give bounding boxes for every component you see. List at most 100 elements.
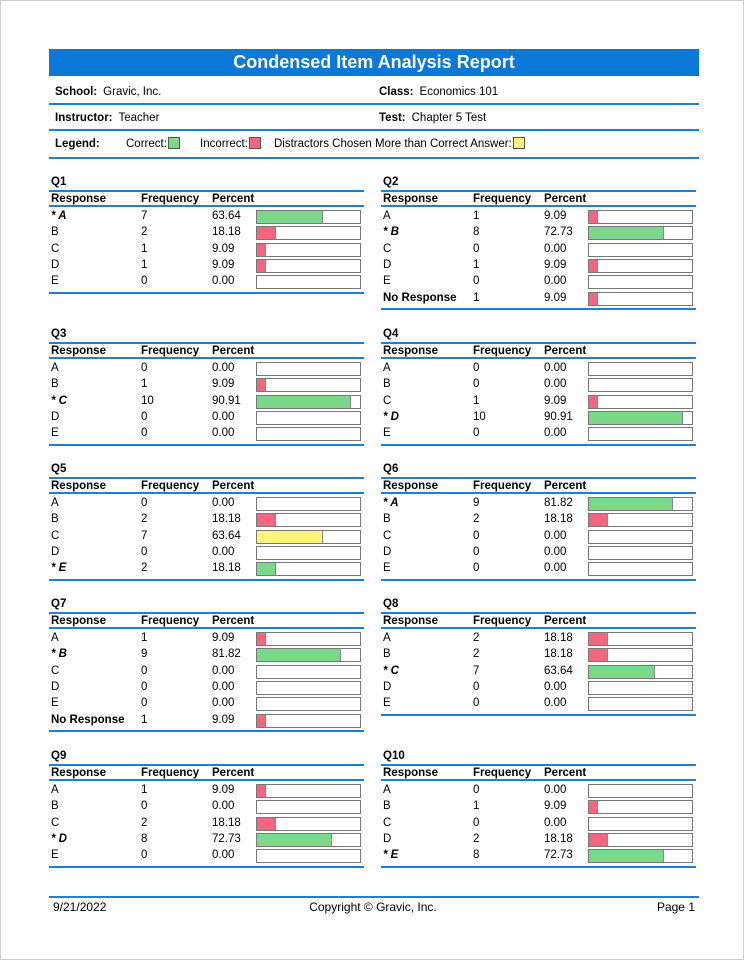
response-cell: C: [383, 529, 392, 542]
column-header-percent: Percent: [212, 480, 255, 492]
response-cell: A: [383, 784, 391, 796]
percent-bar: [256, 697, 361, 712]
percent-bar: [588, 632, 693, 646]
question-title: Q4: [383, 328, 399, 340]
table-row: D 1 9.09: [49, 258, 364, 274]
percent-cell: 0.00: [212, 275, 235, 288]
question-table-header: Response Frequency Percent: [381, 477, 696, 494]
percent-cell: 9.09: [212, 632, 235, 644]
percent-bar: [588, 378, 693, 393]
response-cell: B: [51, 800, 59, 813]
response-cell: * E: [51, 562, 67, 575]
question-title: Q6: [383, 463, 399, 475]
percent-cell: 72.73: [544, 226, 573, 239]
percent-cell: 0.00: [212, 497, 235, 509]
percent-bar-fill: [257, 714, 266, 727]
column-header-percent: Percent: [544, 345, 587, 357]
percent-bar: [256, 562, 361, 577]
header-row-instructor-test: Instructor: Teacher Test: Chapter 5 Test: [49, 105, 699, 131]
table-row: C 1 9.09: [49, 242, 364, 258]
percent-cell: 0.00: [212, 410, 235, 423]
percent-bar: [256, 378, 361, 393]
percent-cell: 81.82: [212, 648, 241, 661]
percent-bar: [588, 242, 693, 257]
table-row: * D 10 90.91: [381, 410, 696, 426]
question-bottom-rule: [49, 729, 364, 732]
column-header-frequency: Frequency: [141, 615, 200, 627]
percent-bar: [256, 545, 361, 560]
percent-bar: [256, 497, 361, 511]
question-bottom-rule: [49, 578, 364, 581]
frequency-cell: 2: [141, 562, 148, 575]
column-header-frequency: Frequency: [473, 767, 532, 779]
percent-cell: 9.09: [544, 800, 567, 813]
frequency-cell: 0: [473, 275, 480, 288]
percent-bar: [588, 562, 693, 577]
response-cell: A: [383, 632, 391, 644]
column-header-frequency: Frequency: [141, 345, 200, 357]
percent-bar-fill: [257, 395, 351, 408]
test-value: Chapter 5 Test: [411, 112, 487, 124]
frequency-cell: 1: [473, 800, 480, 813]
table-row: * D 8 72.73: [49, 832, 364, 848]
table-row: B 2 18.18: [49, 225, 364, 241]
percent-bar: [588, 784, 693, 798]
response-cell: C: [51, 664, 60, 677]
table-row: A 0 0.00: [381, 783, 696, 799]
frequency-cell: 0: [473, 378, 480, 391]
percent-bar: [256, 648, 361, 663]
question-table-header: Response Frequency Percent: [49, 612, 364, 629]
percent-cell: 81.82: [544, 497, 573, 509]
table-row: A 1 9.09: [49, 631, 364, 647]
percent-bar-fill: [257, 817, 276, 830]
frequency-cell: 2: [473, 632, 480, 644]
percent-bar: [256, 816, 361, 831]
question-bottom-rule: [381, 713, 696, 716]
frequency-cell: 1: [473, 394, 480, 407]
column-header-response: Response: [383, 345, 438, 357]
percent-cell: 0.00: [544, 529, 567, 542]
response-cell: C: [383, 816, 392, 829]
percent-cell: 9.09: [544, 291, 567, 304]
frequency-cell: 0: [141, 664, 148, 677]
percent-cell: 0.00: [212, 664, 235, 677]
percent-bar: [256, 210, 361, 224]
response-cell: * A: [51, 210, 67, 222]
response-cell: C: [383, 242, 392, 255]
percent-bar: [256, 713, 361, 728]
response-cell: C: [51, 529, 60, 542]
table-row: E 0 0.00: [381, 426, 696, 442]
percent-cell: 0.00: [212, 427, 235, 440]
legend-row: Legend: Correct: Incorrect: Distractors …: [49, 132, 699, 159]
response-cell: B: [383, 378, 391, 391]
test-label: Test:: [379, 112, 406, 124]
response-cell: No Response: [383, 291, 457, 304]
question-title: Q2: [383, 176, 399, 188]
table-row: C 0 0.00: [381, 816, 696, 832]
column-header-response: Response: [383, 193, 438, 205]
response-cell: * D: [383, 410, 399, 423]
frequency-cell: 0: [141, 680, 148, 693]
column-header-percent: Percent: [212, 193, 255, 205]
column-header-response: Response: [51, 193, 106, 205]
column-header-percent: Percent: [212, 345, 255, 357]
question-table-header: Response Frequency Percent: [381, 190, 696, 207]
table-row: D 0 0.00: [49, 410, 364, 426]
footer-date: 9/21/2022: [53, 900, 107, 914]
percent-bar: [588, 800, 693, 815]
percent-bar-fill: [589, 227, 664, 240]
frequency-cell: 0: [473, 545, 480, 558]
response-cell: B: [383, 648, 391, 661]
frequency-cell: 0: [141, 427, 148, 440]
percent-bar-fill: [589, 259, 598, 272]
percent-bar-fill: [589, 833, 608, 846]
table-row: A 0 0.00: [49, 496, 364, 512]
table-row: E 0 0.00: [49, 696, 364, 712]
instructor-label: Instructor:: [55, 112, 113, 124]
table-row: B 2 18.18: [49, 512, 364, 528]
frequency-cell: 0: [141, 410, 148, 423]
footer-page-number: Page 1: [656, 900, 695, 914]
question-title: Q5: [51, 463, 67, 475]
percent-cell: 0.00: [544, 545, 567, 558]
table-row: C 0 0.00: [381, 242, 696, 258]
